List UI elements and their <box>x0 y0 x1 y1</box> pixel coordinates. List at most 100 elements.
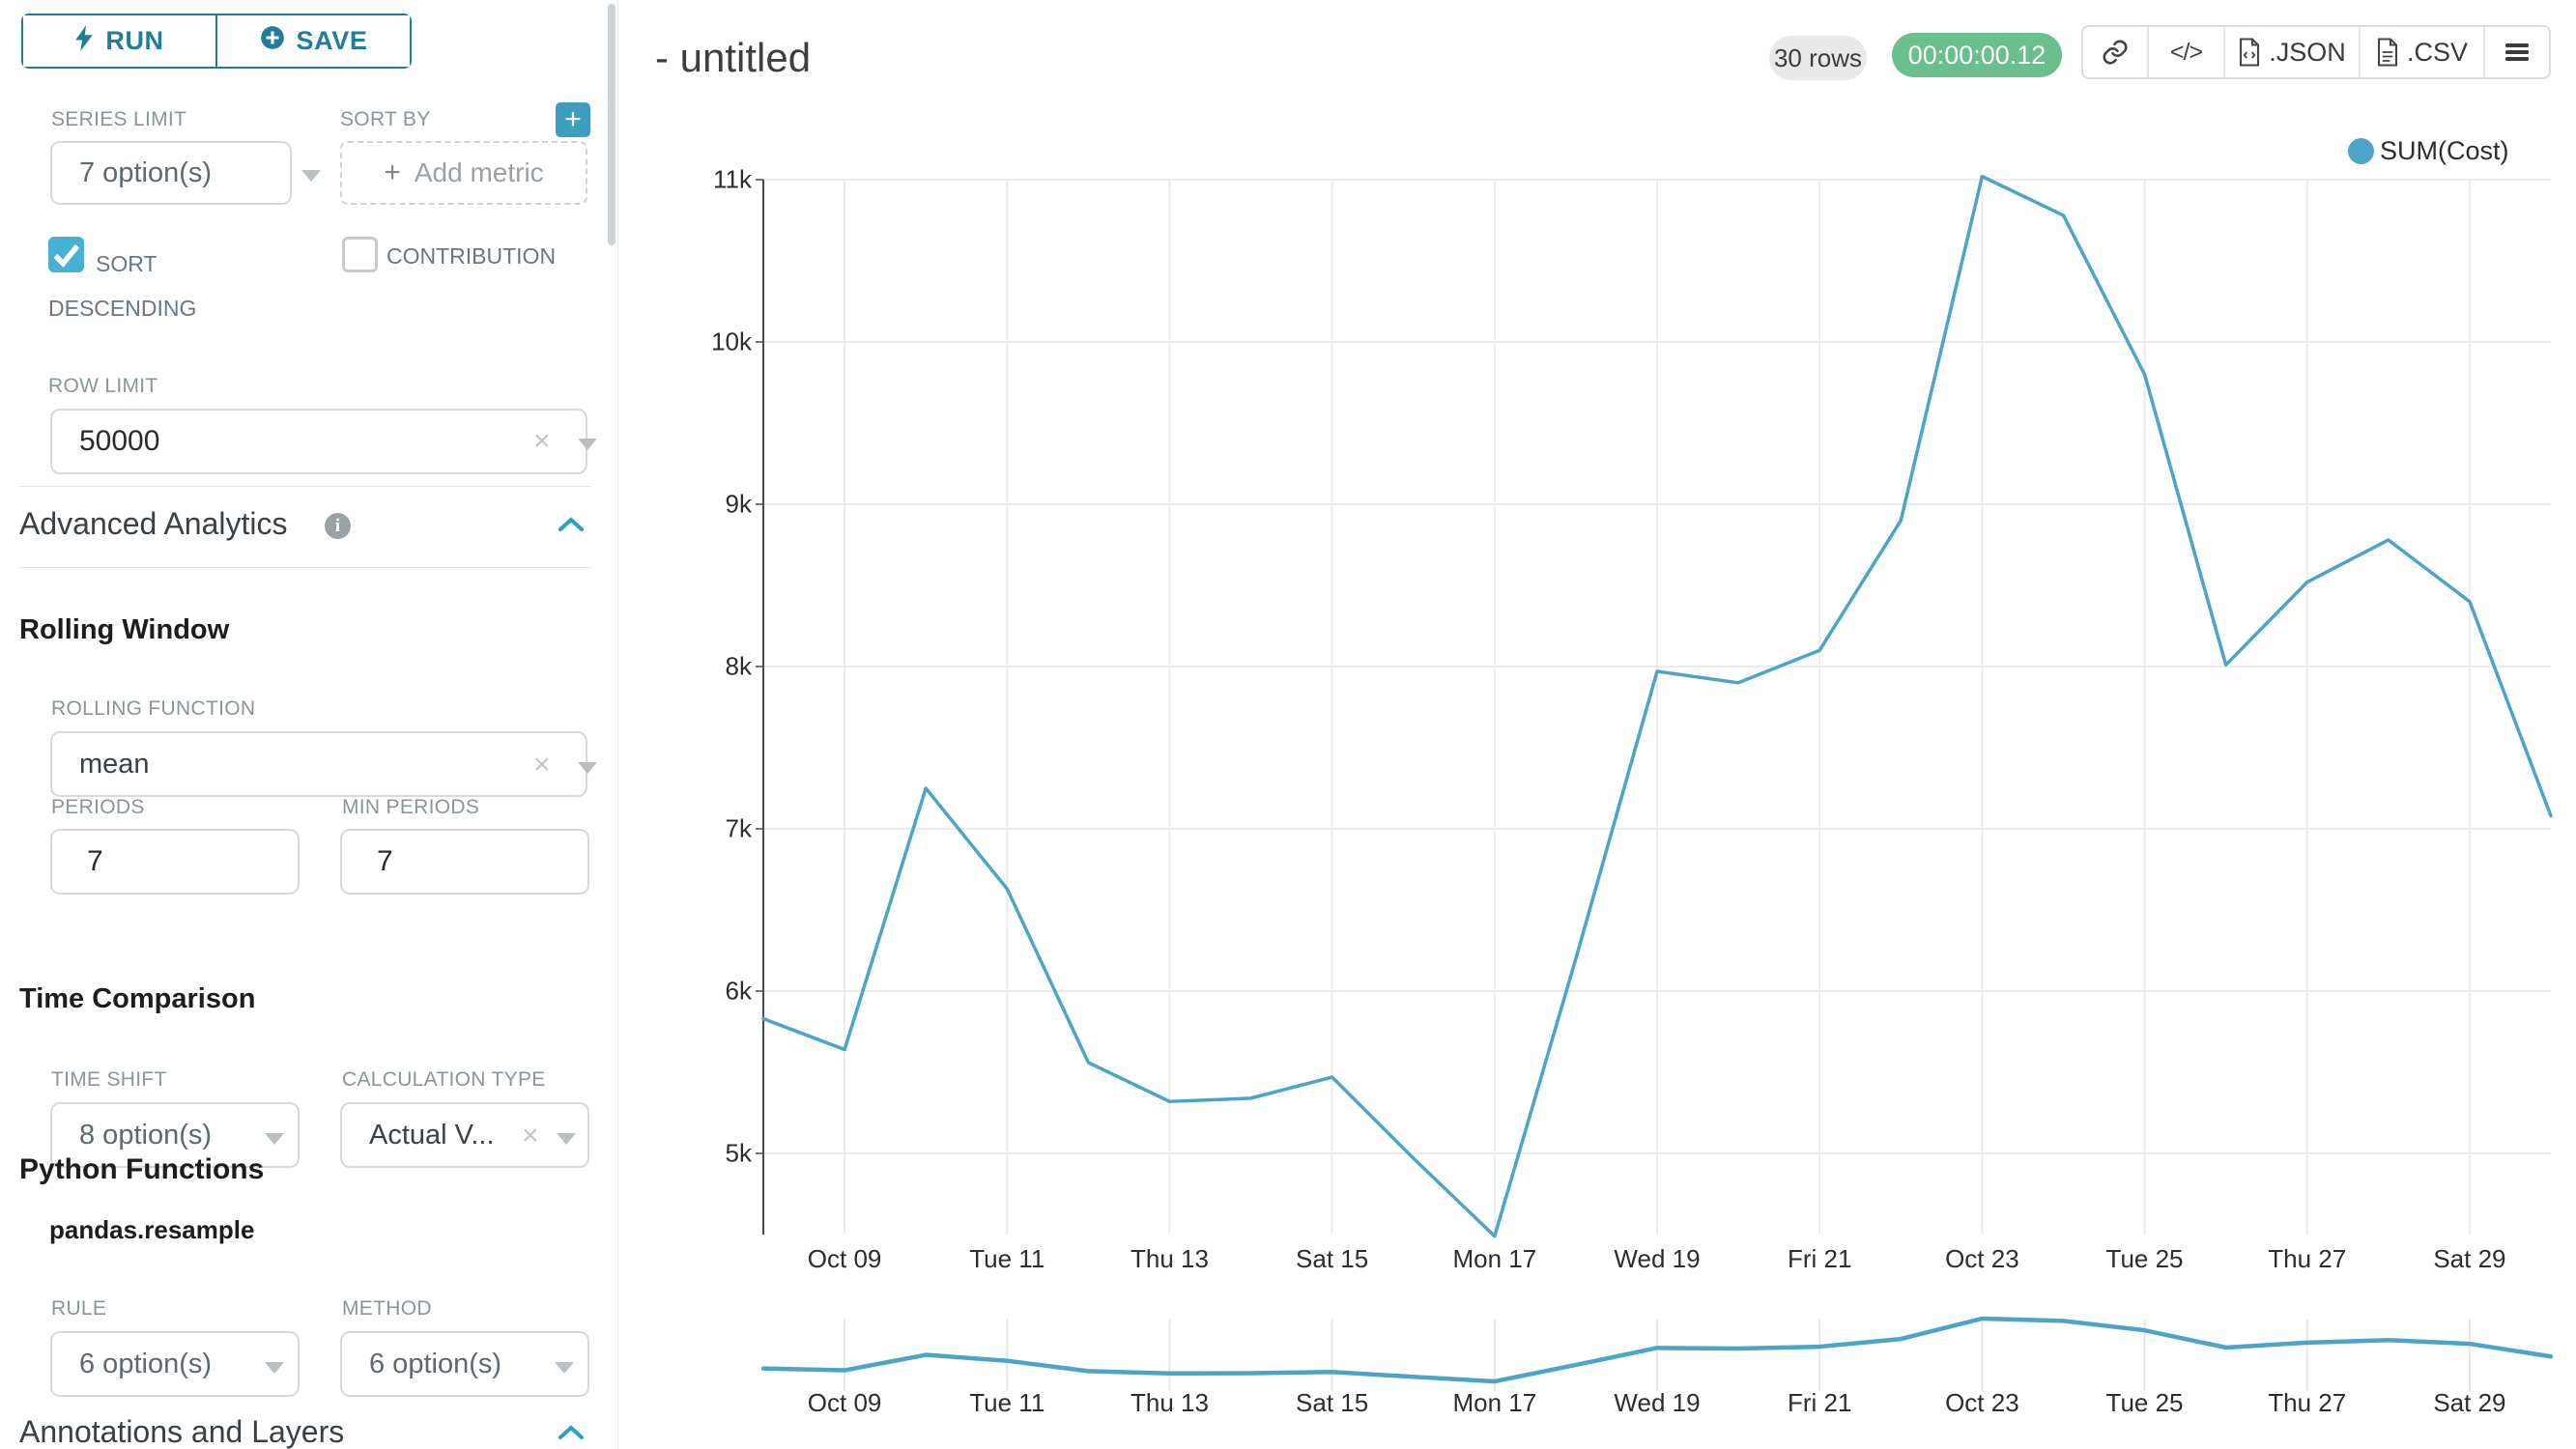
section-divider <box>19 567 591 568</box>
series-limit-select[interactable]: 7 option(s) <box>50 141 321 205</box>
row-limit-label: ROW LIMIT <box>48 375 158 397</box>
y-tick-label: 10k <box>711 327 752 356</box>
contribution-label: CONTRIBUTION <box>386 243 557 269</box>
export-json-label: .JSON <box>2269 37 2346 67</box>
rolling-function-value: mean <box>79 748 150 780</box>
python-functions-title: Python Functions <box>19 1153 265 1185</box>
export-csv-button[interactable]: .CSV <box>2359 27 2483 77</box>
x-tick-label: Tue 11 <box>969 1244 1045 1273</box>
x-tick-label: Tue 25 <box>2105 1244 2184 1273</box>
time-shift-select[interactable]: 8 option(s) <box>50 1102 300 1168</box>
periods-input[interactable]: 7 <box>50 829 300 895</box>
legend-swatch-icon <box>2348 138 2374 164</box>
sort-by-label: SORT BY <box>340 108 431 130</box>
collapse-chevron-icon[interactable] <box>558 516 584 533</box>
export-json-button[interactable]: .JSON <box>2223 27 2359 77</box>
add-metric-button[interactable]: + Add metric <box>340 141 587 205</box>
legend-series-label: SUM(Cost) <box>2380 136 2509 165</box>
row-limit-select[interactable]: 50000 × <box>50 409 597 474</box>
time-shift-value: 8 option(s) <box>79 1119 213 1151</box>
sidebar-scrollbar[interactable] <box>608 4 615 245</box>
mini-tick-label: Tue 25 <box>2105 1388 2184 1417</box>
mini-tick-label: Mon 17 <box>1452 1388 1537 1417</box>
plus-circle-icon <box>260 25 285 57</box>
y-tick-label: 9k <box>725 489 752 519</box>
x-tick-label: Thu 27 <box>2268 1244 2347 1273</box>
chevron-down-icon <box>578 439 597 450</box>
rule-label: RULE <box>51 1297 107 1320</box>
advanced-analytics-title: Advanced Analytics <box>19 506 288 541</box>
link-icon <box>2103 40 2128 65</box>
contribution-checkbox[interactable] <box>342 237 378 272</box>
rule-select[interactable]: 6 option(s) <box>50 1331 300 1397</box>
x-tick-label: Sat 29 <box>2433 1244 2506 1273</box>
chart-legend[interactable]: SUM(Cost) <box>2348 136 2509 166</box>
control-panel: RUN SAVE SERIES LIMIT SORT BY + 7 option… <box>0 0 618 1449</box>
rolling-function-select[interactable]: mean × <box>50 731 597 797</box>
file-json-icon <box>2240 38 2260 67</box>
clear-icon[interactable]: × <box>533 749 551 781</box>
add-metric-placeholder: Add metric <box>414 157 544 187</box>
method-select[interactable]: 6 option(s) <box>340 1331 589 1397</box>
rolling-function-label: ROLLING FUNCTION <box>51 697 256 720</box>
mini-tick-label: Fri 21 <box>1787 1388 1852 1417</box>
chevron-down-icon <box>265 1362 284 1374</box>
hamburger-icon <box>2505 43 2529 61</box>
x-tick-label: Oct 23 <box>1945 1244 2019 1273</box>
y-tick-label: 8k <box>725 651 752 681</box>
save-button[interactable]: SAVE <box>215 15 410 67</box>
min-periods-input[interactable]: 7 <box>340 829 589 895</box>
lightning-icon <box>74 24 94 58</box>
more-menu-button[interactable] <box>2483 27 2549 77</box>
chart-title[interactable]: - untitled <box>655 35 812 80</box>
mini-tick-label: Tue 11 <box>969 1388 1045 1417</box>
chevron-down-icon <box>301 170 321 182</box>
clear-icon[interactable]: × <box>522 1120 539 1151</box>
chevron-down-icon <box>555 1362 574 1374</box>
mini-tick-label: Sat 15 <box>1296 1388 1369 1417</box>
calculation-type-select[interactable]: Actual V... × <box>340 1102 589 1168</box>
collapse-chevron-icon[interactable] <box>558 1424 584 1441</box>
method-label: METHOD <box>342 1297 432 1320</box>
plus-icon: + <box>384 156 401 188</box>
run-button[interactable]: RUN <box>23 15 215 67</box>
calculation-type-label: CALCULATION TYPE <box>342 1068 546 1091</box>
calculation-type-value: Actual V... <box>369 1119 495 1151</box>
share-link-button[interactable] <box>2083 27 2147 77</box>
x-tick-label: Fri 21 <box>1787 1244 1852 1273</box>
y-tick-label: 7k <box>725 813 752 843</box>
file-csv-icon <box>2377 38 2398 67</box>
chevron-down-icon <box>557 1133 576 1145</box>
chevron-down-icon <box>265 1133 284 1145</box>
min-periods-value: 7 <box>377 845 393 877</box>
panel-divider <box>617 0 618 1449</box>
code-icon: </> <box>2169 38 2203 66</box>
export-csv-label: .CSV <box>2406 37 2469 67</box>
mini-tick-label: Oct 09 <box>807 1388 882 1417</box>
x-tick-label: Wed 19 <box>1614 1244 1701 1273</box>
mini-tick-label: Thu 13 <box>1130 1388 1209 1417</box>
check-icon <box>53 243 80 268</box>
min-periods-label: MIN PERIODS <box>342 796 480 818</box>
method-value: 6 option(s) <box>369 1348 502 1379</box>
mini-tick-label: Wed 19 <box>1614 1388 1701 1417</box>
export-toolbar: </> .JSON .CSV <box>2081 25 2551 79</box>
info-icon[interactable]: i <box>325 513 351 539</box>
sort-descending-label: SORT DESCENDING <box>48 251 197 321</box>
view-query-button[interactable]: </> <box>2147 27 2223 77</box>
series-limit-value: 7 option(s) <box>79 156 213 188</box>
run-save-button-group: RUN SAVE <box>21 14 412 69</box>
sort-descending-checkbox[interactable] <box>48 237 84 272</box>
x-tick-label: Mon 17 <box>1452 1244 1537 1273</box>
add-sort-button[interactable]: + <box>556 102 590 137</box>
y-tick-label: 11k <box>713 164 752 194</box>
mini-tick-label: Oct 23 <box>1945 1388 2019 1417</box>
mini-tick-label: Sat 29 <box>2433 1388 2506 1417</box>
y-tick-label: 5k <box>725 1138 752 1168</box>
row-count-badge: 30 rows <box>1769 36 1867 80</box>
save-button-label: SAVE <box>296 26 368 55</box>
periods-value: 7 <box>87 845 103 877</box>
clear-icon[interactable]: × <box>533 425 551 457</box>
